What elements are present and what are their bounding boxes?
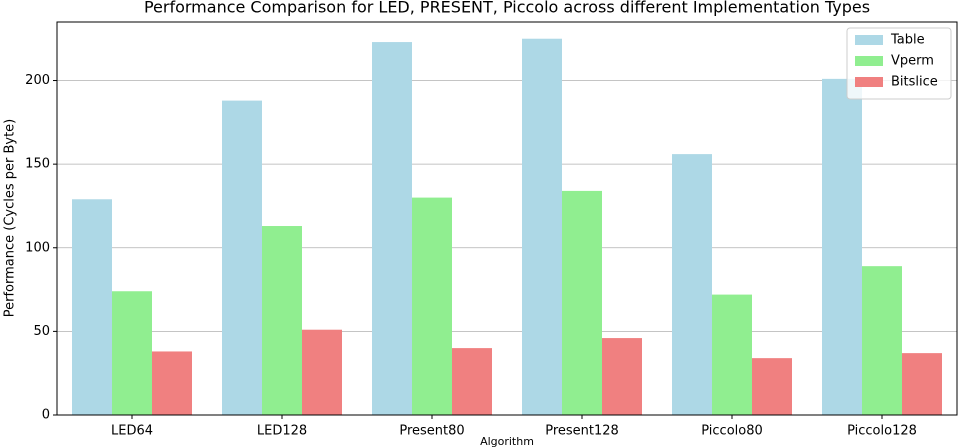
bar [372, 42, 412, 415]
bar [222, 100, 262, 415]
y-tick-label: 0 [42, 408, 50, 423]
bar [262, 226, 302, 415]
legend-label: Vperm [891, 54, 934, 69]
bar [752, 358, 792, 415]
chart-title: Performance Comparison for LED, PRESENT,… [144, 0, 870, 17]
x-tick-label: Piccolo128 [847, 424, 917, 439]
legend: Table Vperm Bitslice [846, 27, 952, 100]
bar [822, 78, 862, 416]
bar [602, 338, 642, 415]
legend-label: Bitslice [891, 75, 938, 90]
bar [72, 199, 112, 415]
y-tick-label: 200 [25, 73, 50, 88]
x-tick-label: Piccolo80 [701, 424, 763, 439]
legend-swatch [855, 56, 883, 66]
y-tick-label: 100 [25, 240, 50, 255]
bar [562, 190, 602, 415]
bar [862, 266, 902, 415]
legend-swatch [855, 77, 883, 87]
bar [412, 197, 452, 415]
bar [302, 329, 342, 415]
x-axis-label: Algorithm [480, 435, 534, 448]
legend-label: Table [890, 33, 925, 48]
x-tick-label: Present80 [399, 424, 464, 439]
legend-swatch [855, 35, 883, 45]
x-tick-label: LED64 [111, 424, 153, 439]
bar [902, 353, 942, 415]
y-tick-label: 50 [33, 324, 50, 339]
bar [712, 294, 752, 415]
bar [522, 38, 562, 416]
bar [152, 351, 192, 415]
x-tick-label: Present128 [545, 424, 619, 439]
bar [112, 291, 152, 415]
y-axis-label: Performance (Cycles per Byte) [3, 119, 18, 318]
y-tick-label: 150 [25, 157, 50, 172]
bar [452, 348, 492, 415]
x-tick-label: LED128 [257, 424, 307, 439]
bar [672, 154, 712, 415]
plot-frame [56, 21, 958, 416]
